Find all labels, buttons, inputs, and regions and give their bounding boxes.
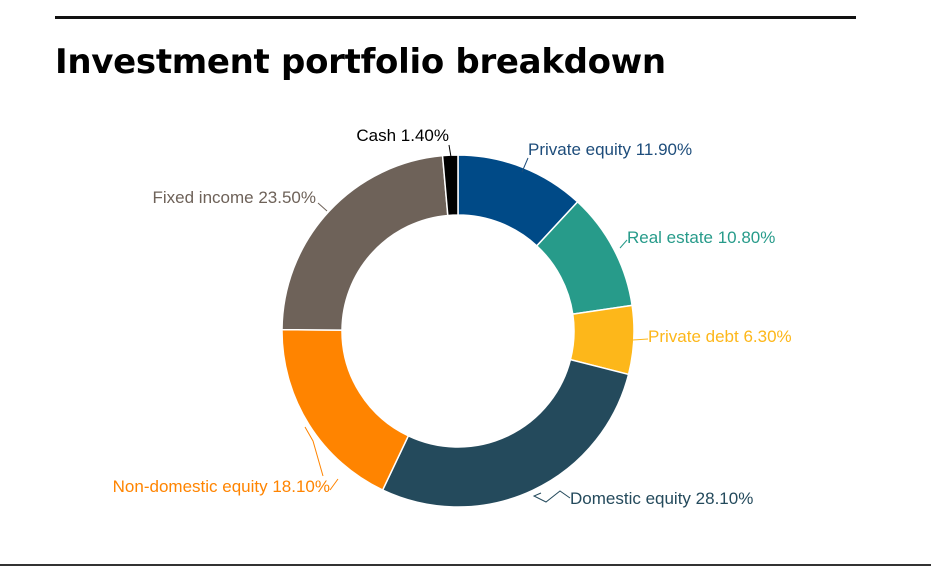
slice-label-non-domestic-equity: Non-domestic equity 18.10% [113,477,330,496]
top-rule [55,16,856,19]
leader-line-private-equity [521,157,529,173]
slice-cash [441,154,459,217]
slice-label-private-debt: Private debt 6.30% [648,327,792,346]
leader-line-non-domestic-equity [304,426,339,491]
slice-fixed-income [281,154,449,331]
leader-line-domestic-equity [532,490,571,503]
slice-labels: Private equity 11.90% Real estate 10.80% P… [113,126,792,508]
slice-label-private-equity: Private equity 11.90% [528,140,692,159]
slice-label-fixed-income: Fixed income 23.50% [153,188,316,207]
chart-title: Investment portfolio breakdown [55,42,666,82]
bottom-rule [0,564,931,566]
leader-line-cash [448,144,452,158]
leader-line-real-estate [619,239,628,249]
slice-non-domestic-equity [281,328,410,492]
leader-line-fixed-income [317,202,328,212]
slice-label-real-estate: Real estate 10.80% [627,228,775,247]
label-leader-lines [304,144,649,503]
donut-slices [281,154,635,508]
leader-line-private-debt [632,338,649,341]
slice-label-cash: Cash 1.40% [356,126,449,145]
slice-label-domestic-equity: Domestic equity 28.10% [570,489,753,508]
slice-domestic-equity [381,358,630,508]
